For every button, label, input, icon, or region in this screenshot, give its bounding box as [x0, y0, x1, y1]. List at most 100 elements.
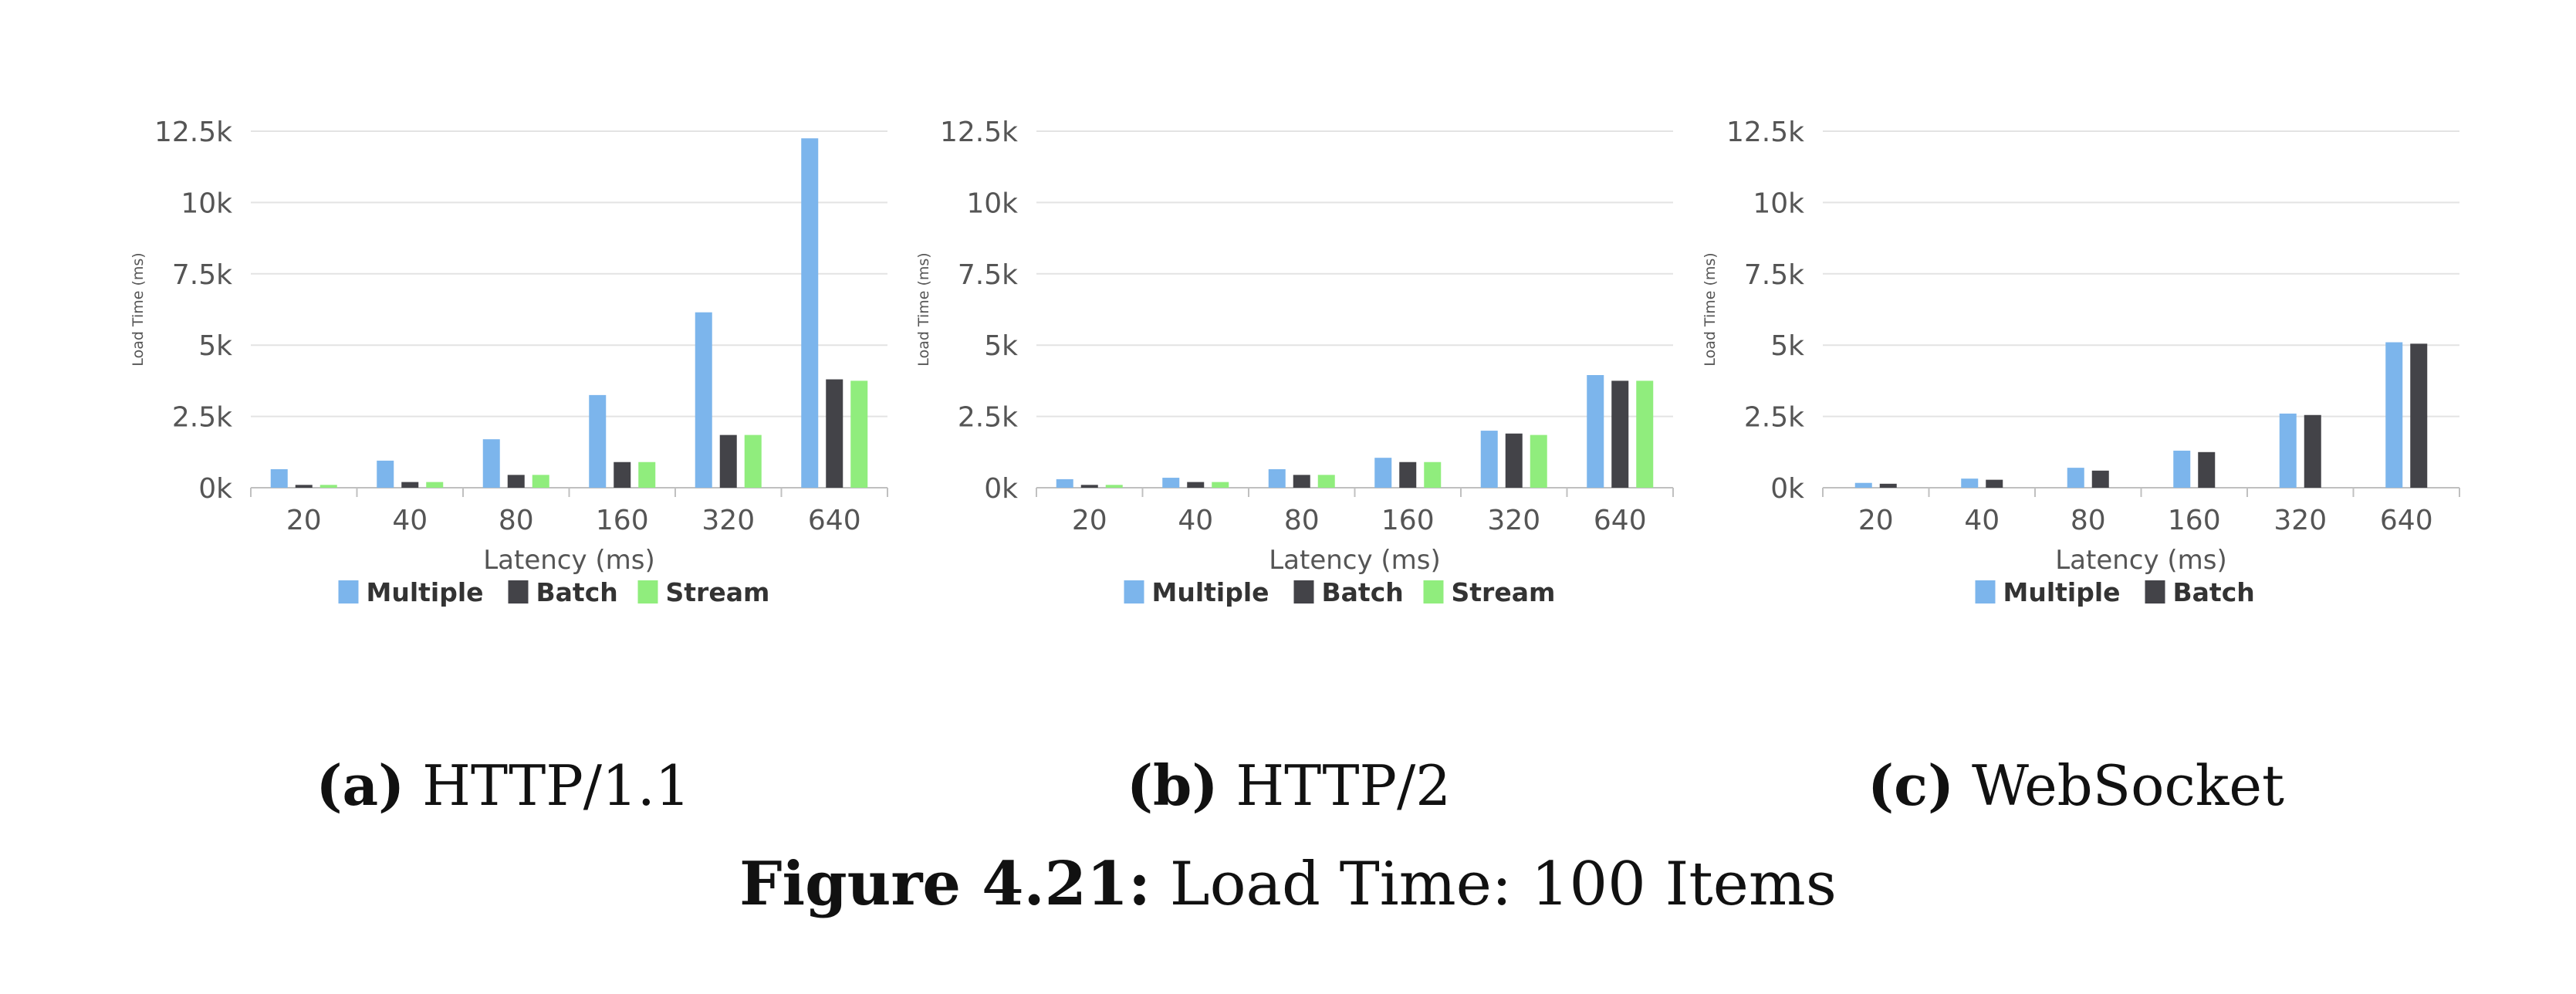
bar-batch-320	[719, 434, 737, 488]
bar-multiple-160	[589, 394, 607, 488]
x-tick-label: 320	[1487, 505, 1540, 536]
bar-multiple-80	[482, 439, 500, 488]
y-tick-label: 12.5k	[940, 117, 1018, 148]
bar-stream-40	[1212, 482, 1229, 488]
y-tick-label: 7.5k	[172, 259, 232, 291]
legend-swatch-stream	[1423, 580, 1444, 604]
y-tick-label: 2.5k	[1744, 402, 1804, 434]
bar-stream-320	[1530, 434, 1547, 488]
legend-swatch-multiple	[338, 580, 359, 604]
bar-stream-160	[1424, 462, 1442, 488]
figure-title: Load Time: 100 Items	[1169, 850, 1837, 919]
bar-stream-40	[426, 482, 444, 488]
bar-multiple-20	[1854, 482, 1872, 488]
legend-label-batch: Batch	[536, 577, 618, 607]
x-axis-title: Latency (ms)	[1269, 545, 1441, 576]
x-tick-label: 20	[1072, 505, 1107, 536]
legend-swatch-multiple	[1124, 580, 1144, 604]
bar-batch-20	[1879, 483, 1897, 488]
x-tick-label: 640	[2380, 505, 2433, 536]
legend-label-multiple: Multiple	[2003, 577, 2121, 607]
legend-label-stream: Stream	[1452, 577, 1556, 607]
subcaption-a-text: HTTP/1.1	[422, 753, 691, 818]
legend-label-batch: Batch	[2173, 577, 2255, 607]
bar-batch-160	[1399, 462, 1417, 488]
bar-multiple-160	[2173, 450, 2191, 488]
bar-batch-20	[1080, 485, 1098, 488]
bar-multiple-640	[801, 138, 819, 489]
subcaption-row: (a) HTTP/1.1 (b) HTTP/2 (c) WebSocket	[0, 752, 2576, 830]
y-tick-label: 0k	[984, 473, 1018, 505]
x-tick-label: 40	[392, 505, 428, 536]
subcaption-a: (a) HTTP/1.1	[316, 752, 690, 818]
y-tick-label: 7.5k	[958, 259, 1018, 291]
y-tick-label: 2.5k	[172, 402, 232, 434]
bar-batch-640	[1611, 380, 1629, 488]
subcaption-c-text: WebSocket	[1971, 753, 2284, 818]
subcaption-b-letter: (b)	[1126, 752, 1219, 818]
bar-stream-80	[1317, 475, 1335, 488]
y-tick-label: 12.5k	[154, 117, 232, 148]
chart-panel-b: 0k 2.5k 5k 7.5k 10k 12.5k Load Time (ms) 20 40 80…	[915, 117, 1674, 607]
y-tick-label: 12.5k	[1726, 117, 1804, 148]
bar-multiple-20	[1056, 478, 1073, 488]
y-tick-label: 0k	[198, 473, 232, 505]
y-tick-label: 7.5k	[1744, 259, 1804, 291]
bar-multiple-160	[1374, 458, 1392, 488]
bar-stream-20	[319, 485, 337, 488]
bar-batch-80	[2091, 470, 2109, 488]
bar-stream-160	[638, 462, 656, 488]
bar-multiple-320	[695, 312, 712, 488]
legend-label-stream: Stream	[666, 577, 770, 607]
y-axis-title: Load Time (ms)	[915, 252, 932, 366]
bar-stream-320	[744, 434, 762, 488]
y-tick-label: 5k	[198, 330, 232, 362]
x-axis-title: Latency (ms)	[483, 545, 655, 576]
y-axis-title: Load Time (ms)	[1702, 252, 1719, 366]
subcaption-b-text: HTTP/2	[1236, 753, 1452, 818]
chart-panel-a: 0k 2.5k 5k 7.5k 10k 12.5k Load Time (ms) 20 40 80…	[130, 117, 888, 607]
legend-swatch-batch	[508, 580, 529, 604]
bar-stream-640	[850, 380, 868, 488]
x-tick-label: 640	[1594, 505, 1647, 536]
y-tick-label: 10k	[181, 188, 232, 219]
bar-stream-640	[1636, 380, 1654, 488]
bar-stream-20	[1105, 485, 1123, 488]
x-tick-label: 320	[701, 505, 755, 536]
x-tick-label: 80	[499, 505, 534, 536]
x-tick-label: 80	[1284, 505, 1320, 536]
x-tick-label: 40	[1178, 505, 1213, 536]
subcaption-a-letter: (a)	[316, 752, 405, 818]
bar-batch-80	[507, 475, 525, 488]
bar-batch-320	[1505, 433, 1523, 488]
y-tick-label: 5k	[984, 330, 1018, 362]
subcaption-c: (c) WebSocket	[1868, 752, 2284, 818]
figure-caption: Figure 4.21: Load Time: 100 Items	[0, 849, 2576, 919]
y-axis-title: Load Time (ms)	[130, 252, 147, 366]
bar-batch-640	[826, 379, 843, 488]
legend-swatch-multiple	[1975, 580, 1996, 604]
bar-batch-80	[1293, 475, 1310, 488]
x-tick-label: 20	[286, 505, 322, 536]
bar-batch-20	[295, 485, 313, 488]
figure-label: Figure 4.21:	[739, 849, 1151, 919]
bar-multiple-320	[1480, 431, 1498, 488]
bar-multiple-40	[377, 460, 394, 488]
subcaption-c-letter: (c)	[1868, 752, 1955, 818]
x-tick-label: 160	[2168, 505, 2221, 536]
charts-area: 0k 2.5k 5k 7.5k 10k 12.5k Load Time (ms) 20 40 80…	[130, 117, 2460, 607]
bar-multiple-80	[1268, 468, 1286, 488]
bar-batch-40	[1187, 482, 1205, 488]
x-tick-label: 160	[596, 505, 649, 536]
y-tick-label: 10k	[1753, 188, 1804, 219]
bar-multiple-80	[2067, 468, 2084, 488]
bar-multiple-640	[1587, 375, 1604, 488]
bar-batch-320	[2304, 414, 2321, 488]
bar-multiple-40	[1961, 478, 1979, 488]
bar-batch-40	[1986, 479, 2003, 488]
bar-stream-80	[532, 475, 549, 488]
x-tick-label: 80	[2071, 505, 2106, 536]
bar-multiple-640	[2385, 342, 2403, 488]
bar-multiple-40	[1162, 478, 1180, 488]
y-tick-label: 10k	[966, 188, 1018, 219]
